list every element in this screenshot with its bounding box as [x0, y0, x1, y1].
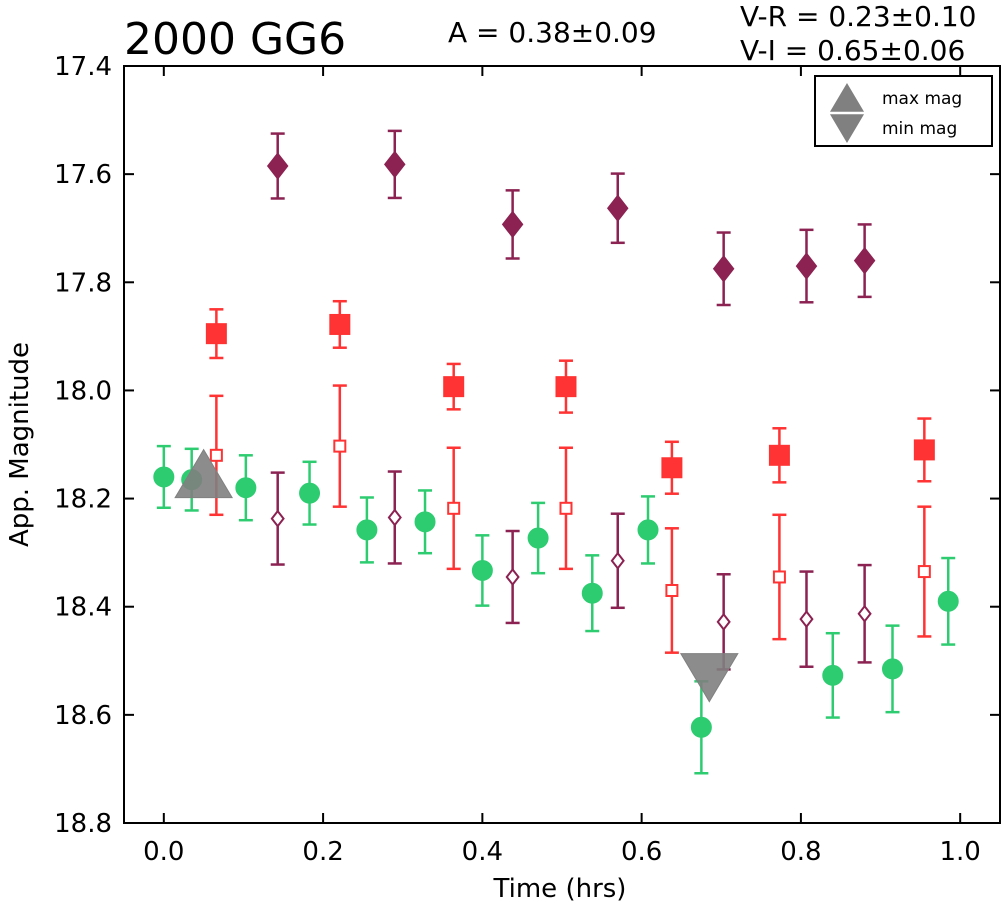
- data-point: [153, 466, 175, 488]
- amplitude-label: A = 0.38±0.09: [448, 16, 657, 49]
- data-point: [768, 444, 790, 466]
- data-point: [235, 477, 257, 499]
- data-point: [471, 559, 493, 581]
- data-point: [637, 519, 659, 541]
- x-tick-label: 0.4: [462, 837, 503, 867]
- data-point: [799, 610, 814, 629]
- v-r-color-label: V-R = 0.23±0.10: [740, 0, 977, 33]
- data-point: [937, 590, 959, 612]
- legend: max mag min mag: [814, 75, 993, 147]
- y-tick-label: 18.8: [54, 809, 112, 839]
- x-tick-label: 0.0: [143, 837, 184, 867]
- data-point: [795, 252, 818, 280]
- series-0: [153, 444, 959, 775]
- data-point: [387, 508, 402, 527]
- max-mag-marker: [174, 448, 234, 499]
- data-point: [209, 448, 223, 462]
- data-point: [853, 246, 876, 275]
- data-point: [913, 439, 935, 461]
- data-point: [299, 482, 321, 504]
- data-point: [559, 501, 573, 515]
- x-tick-label: 0.8: [780, 837, 821, 867]
- axes: 0.0 0.2 0.4 0.6 0.8 1.0 17.4 17.6 17.8 18.0 18.2 18…: [5, 52, 1000, 904]
- data-point: [555, 376, 577, 398]
- data-point: [917, 565, 931, 579]
- y-tick-label: 18.2: [54, 485, 112, 515]
- data-point: [505, 567, 520, 587]
- data-point: [881, 658, 903, 680]
- series-3: [266, 129, 876, 307]
- data-point: [712, 254, 735, 283]
- series-1: [205, 299, 935, 495]
- max-mag-legend-icon: [829, 83, 865, 112]
- y-tick-label: 18.6: [54, 701, 112, 731]
- data-point: [665, 583, 679, 597]
- data-point: [772, 570, 786, 584]
- data-point: [414, 511, 436, 533]
- x-tick-label: 0.6: [621, 837, 662, 867]
- chart-title: 2000 GG6: [124, 14, 347, 65]
- data-point: [661, 457, 683, 479]
- data-point: [822, 664, 844, 686]
- y-tick-label: 17.4: [54, 52, 112, 82]
- data-point: [581, 582, 603, 604]
- data-point: [606, 194, 629, 223]
- data-point: [610, 551, 625, 570]
- y-tick-label: 18.0: [54, 376, 112, 406]
- data-point: [333, 439, 347, 453]
- data-point: [270, 509, 285, 528]
- v-i-color-label: V-I = 0.65±0.06: [740, 34, 966, 67]
- data-point: [690, 716, 712, 738]
- y-tick-label: 18.4: [54, 593, 112, 623]
- data-point: [527, 527, 549, 549]
- x-tick-label: 1.0: [940, 837, 981, 867]
- series-2: [209, 384, 932, 654]
- data-point: [383, 150, 406, 179]
- y-axis-label: App. Magnitude: [5, 342, 35, 547]
- y-tick-label: 17.6: [54, 160, 112, 190]
- min-mag-marker: [679, 653, 739, 703]
- y-tick-label: 17.8: [54, 268, 112, 298]
- data-point: [443, 376, 465, 398]
- x-axis-label: Time (hrs): [493, 874, 627, 904]
- data-point: [501, 210, 524, 239]
- data-point: [447, 501, 461, 515]
- data-point: [356, 519, 378, 541]
- data-point: [716, 612, 731, 631]
- legend-label: max mag: [882, 89, 962, 109]
- plot-marks: [153, 129, 959, 775]
- legend-label: min mag: [882, 119, 957, 139]
- x-tick-label: 0.2: [302, 837, 343, 867]
- data-point: [205, 323, 227, 345]
- plot-frame: [123, 65, 1001, 824]
- min-mag-legend-icon: [829, 114, 865, 143]
- data-point: [266, 152, 289, 180]
- data-point: [329, 313, 351, 335]
- data-point: [857, 604, 872, 623]
